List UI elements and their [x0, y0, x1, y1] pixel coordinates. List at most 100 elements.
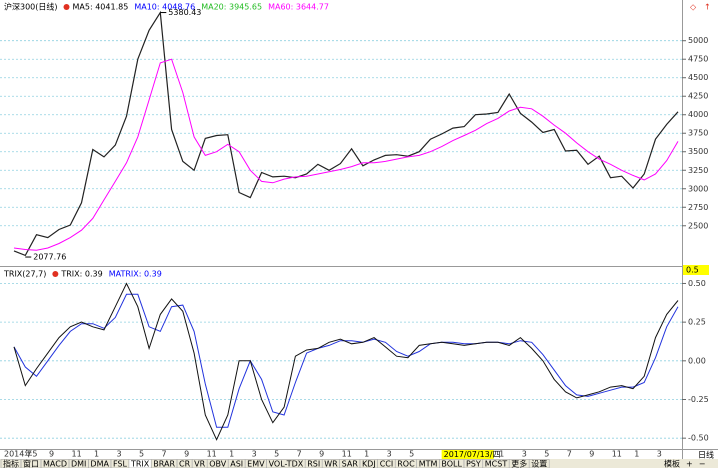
tab-label[interactable]: MCST: [485, 460, 508, 468]
tab[interactable]: 窗口: [20, 459, 42, 468]
y-tick-label: -0.25: [688, 395, 709, 404]
y-tick-label: -0.50: [688, 434, 709, 443]
tab-label[interactable]: VR: [194, 460, 205, 468]
tab-label[interactable]: 窗口: [23, 459, 39, 468]
x-tick-label: 11: [207, 450, 217, 459]
icon-arrow[interactable]: ↑: [704, 3, 711, 12]
tab[interactable]: KDJ: [359, 459, 379, 468]
tab[interactable]: 指标: [0, 459, 22, 468]
annotation-label: 5380.43: [168, 8, 201, 17]
x-tick-label: 3: [387, 450, 392, 459]
tab-label[interactable]: 更多: [511, 459, 527, 468]
x-tick-label: 1: [94, 450, 99, 459]
tab-label[interactable]: ASI: [230, 460, 243, 468]
tab[interactable]: BOLL: [439, 459, 465, 468]
cursor-value: 0.5: [686, 266, 699, 275]
y-tick-label: 4750: [688, 55, 708, 64]
y-tick-label: 0.25: [688, 318, 706, 327]
tab[interactable]: DMA: [88, 459, 112, 468]
tab[interactable]: RSI: [304, 459, 323, 468]
x-tick-label: 9: [589, 450, 594, 459]
y-tick-label: 2500: [688, 221, 708, 230]
tab-label[interactable]: CCI: [380, 460, 394, 468]
tab-label[interactable]: VOL-TDX: [269, 460, 304, 468]
tab-label[interactable]: KDJ: [362, 460, 376, 468]
tab-label[interactable]: WR: [324, 460, 338, 468]
tab-label[interactable]: OBV: [209, 460, 227, 468]
tab-label[interactable]: EMV: [247, 460, 265, 468]
tab[interactable]: BRAR: [150, 459, 178, 468]
tab[interactable]: MTM: [416, 459, 440, 468]
y-tick-label: 4000: [688, 110, 708, 119]
tab[interactable]: MCST: [482, 459, 510, 468]
tab[interactable]: EMV: [244, 459, 267, 468]
tab-label[interactable]: TRIX: [130, 460, 150, 468]
tab[interactable]: TRIX: [128, 459, 152, 468]
legend-item: MA60: 3644.77: [268, 3, 329, 12]
tab[interactable]: SAR: [339, 459, 361, 468]
x-tick-label: 9: [319, 450, 324, 459]
tab-label[interactable]: ROC: [397, 460, 415, 468]
panel-title: TRIX(27,7): [3, 270, 46, 279]
legend-item: TRIX: 0.39: [60, 270, 102, 279]
tab[interactable]: MACD: [40, 459, 70, 468]
tab[interactable]: 设置: [528, 459, 550, 468]
x-tick-label: 1: [499, 450, 504, 459]
tab[interactable]: CR: [176, 459, 193, 468]
tab[interactable]: 更多: [508, 459, 530, 468]
tab-label[interactable]: BOLL: [441, 460, 462, 468]
x-tick-label: 11: [612, 450, 622, 459]
tab[interactable]: OBV: [206, 459, 229, 468]
period-label: 日线: [698, 450, 714, 460]
tab-label[interactable]: 设置: [531, 459, 547, 468]
panel-icon: [52, 271, 59, 277]
tab-label[interactable]: 模板: [664, 459, 680, 468]
tab-box: [528, 459, 550, 468]
y-tick-label: 3000: [688, 184, 708, 193]
x-tick-label: 3: [657, 450, 662, 459]
y-tick-label: 0.00: [688, 356, 706, 365]
icon-diamond[interactable]: ◇: [690, 3, 697, 12]
legend-item: MATRIX: 0.39: [109, 270, 162, 279]
x-tick-label: 5: [409, 450, 414, 459]
cursor-date-box: [441, 450, 494, 459]
tab-bar: [0, 459, 718, 468]
tab-label[interactable]: FSL: [113, 460, 128, 468]
tab[interactable]: VOL-TDX: [266, 459, 306, 468]
tab-label[interactable]: RSI: [307, 460, 320, 468]
tab[interactable]: WR: [321, 459, 340, 468]
x-tick-label: 3: [117, 450, 122, 459]
tab-label[interactable]: DMA: [90, 460, 109, 468]
tab-label[interactable]: −: [699, 460, 706, 468]
x-tick-label: 1: [364, 450, 369, 459]
tab[interactable]: DMI: [68, 459, 89, 468]
tab[interactable]: ROC: [394, 459, 417, 468]
tab-label[interactable]: +: [686, 460, 693, 468]
tab-label[interactable]: BRAR: [153, 460, 175, 468]
tab-label[interactable]: MACD: [43, 460, 67, 468]
tab[interactable]: ASI: [227, 459, 246, 468]
tab[interactable]: VR: [191, 459, 208, 468]
legend-item: MA10: 4048.76: [134, 3, 195, 12]
x-tick-label: 5: [274, 450, 279, 459]
tab-label[interactable]: SAR: [342, 460, 359, 468]
tab[interactable]: PSY: [463, 459, 484, 468]
x-tick-label: 1: [229, 450, 234, 459]
tab-label[interactable]: MTM: [419, 460, 438, 468]
legend-item: MA20: 3945.65: [201, 3, 262, 12]
tab-label[interactable]: CR: [179, 460, 191, 468]
y-tick-label: 3250: [688, 166, 708, 175]
legend-item: MA5: 4041.85: [73, 3, 129, 12]
tab[interactable]: CCI: [377, 459, 396, 468]
x-tick-label: 5: [544, 450, 549, 459]
series-line: [13, 58, 679, 251]
tab[interactable]: FSL: [110, 459, 130, 468]
tab-label[interactable]: 指标: [3, 459, 19, 468]
y-tick-label: 3500: [688, 147, 708, 156]
x-tick-label: 2014年5: [4, 449, 37, 459]
tab-label[interactable]: PSY: [466, 460, 481, 468]
tab-label[interactable]: DMI: [71, 460, 86, 468]
